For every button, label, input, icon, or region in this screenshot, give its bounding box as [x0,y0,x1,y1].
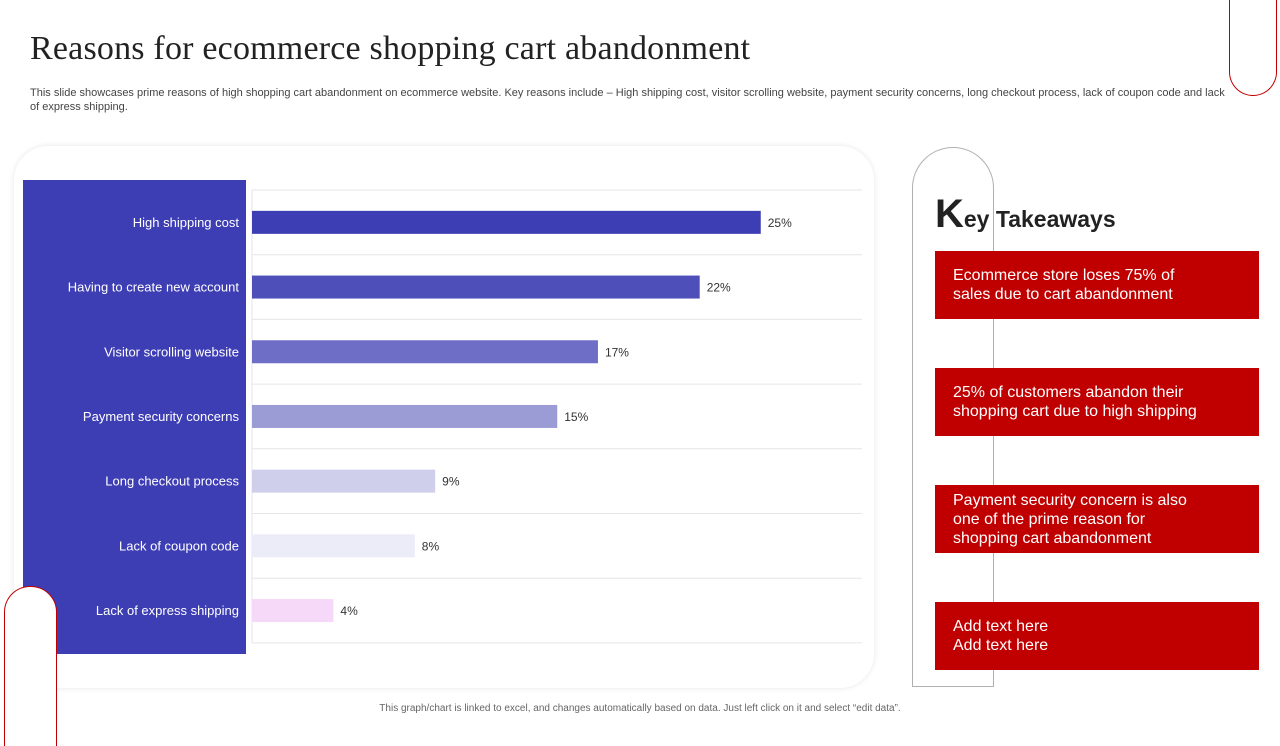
data-label: 15% [564,410,588,424]
bar [252,340,598,364]
page-title: Reasons for ecommerce shopping cart aban… [30,30,751,67]
category-label: Payment security concerns [83,409,240,424]
takeaway-text: 25% of customers abandon their shopping … [953,384,1197,420]
category-label: Long checkout process [105,474,239,489]
takeaway-box-2[interactable]: 25% of customers abandon their shopping … [935,368,1259,436]
takeaway-text: Add text here Add text here [953,618,1049,654]
data-label: 25% [768,216,792,230]
bar [252,210,761,234]
data-label: 17% [605,345,629,359]
page-subtitle: This slide showcases prime reasons of hi… [30,87,1225,113]
bar-chart[interactable]: High shipping cost 25% Having to create ne… [14,146,874,688]
footer-note: This graph/chart is linked to excel, and… [379,703,901,714]
bar [252,599,334,623]
data-label: 8% [422,539,440,553]
key-takeaways-title-initial: K [935,192,964,236]
bar [252,404,558,428]
takeaway-box-3[interactable]: Payment security concern is also one of … [935,485,1259,553]
category-label: Lack of coupon code [119,538,239,553]
category-label: Visitor scrolling website [104,344,239,359]
data-label: 9% [442,475,460,489]
bar [252,534,415,558]
chart-card[interactable]: High shipping cost 25% Having to create ne… [14,146,874,688]
data-label: 22% [707,281,731,295]
bar [252,469,436,493]
category-label: Lack of express shipping [96,603,239,618]
bar [252,275,700,299]
category-label: Having to create new account [68,280,240,295]
takeaway-text: Ecommerce store loses 75% of sales due t… [953,267,1175,303]
key-takeaways-title-rest: ey Takeaways [963,206,1116,232]
data-label: 4% [340,604,358,618]
category-label-panel [23,180,246,654]
takeaway-text: Payment security concern is also one of … [953,491,1187,547]
key-takeaways-title: Key Takeaways [935,192,1116,237]
takeaway-box-4[interactable]: Add text here Add text here [935,602,1259,670]
decorative-corner-shape [4,586,57,746]
takeaway-box-1[interactable]: Ecommerce store loses 75% of sales due t… [935,251,1259,319]
decorative-corner-shape [1229,0,1277,96]
category-label: High shipping cost [133,215,240,230]
